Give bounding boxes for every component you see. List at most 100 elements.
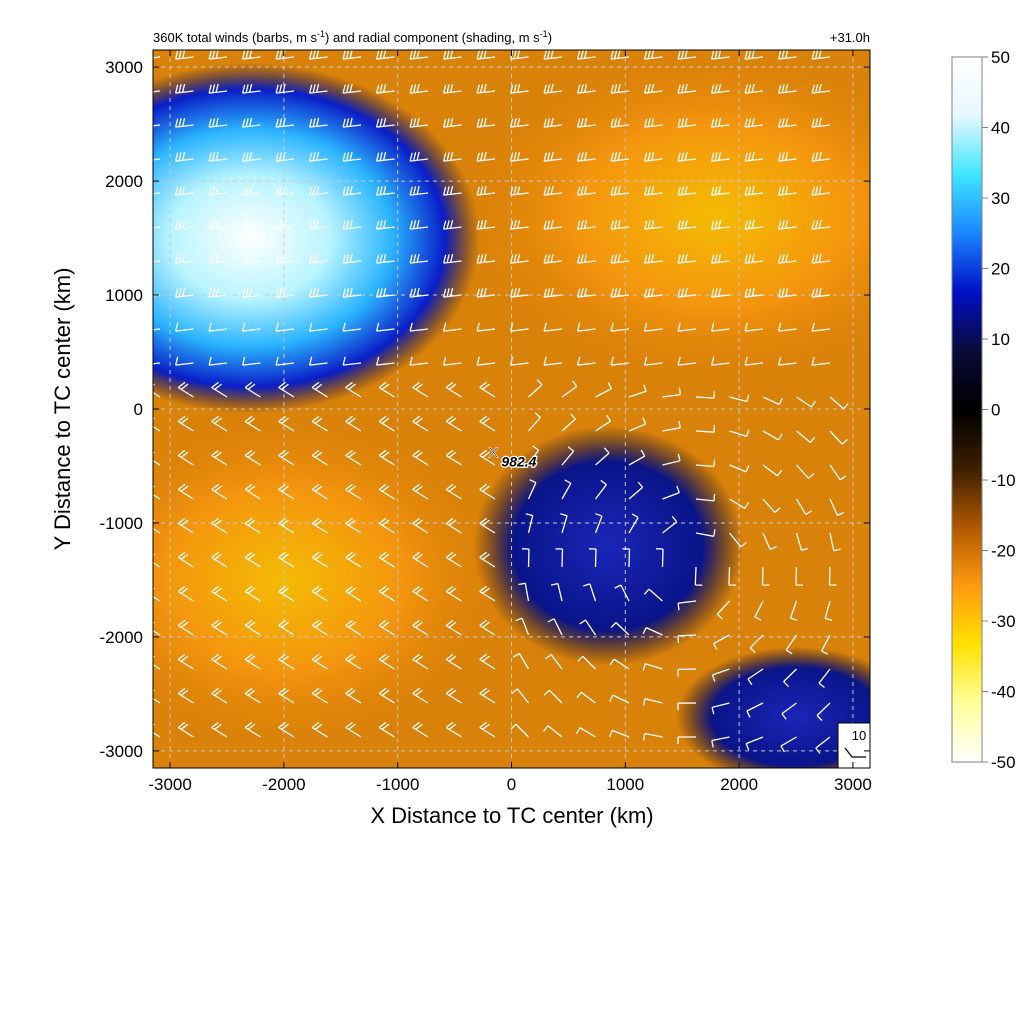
wind-barb xyxy=(278,653,295,670)
wind-barb xyxy=(479,687,496,704)
wind-barb xyxy=(745,736,764,751)
wind-barb xyxy=(479,381,496,398)
wind-barb xyxy=(311,687,328,704)
wind-barb xyxy=(275,253,295,264)
wind-barb xyxy=(710,185,730,196)
colorbar-tick-label: -40 xyxy=(991,683,1016,702)
wind-barb xyxy=(643,253,663,264)
wind-barb xyxy=(777,253,797,264)
wind-barb xyxy=(241,356,261,366)
wind-barb xyxy=(442,151,462,162)
wind-barb xyxy=(278,483,295,500)
wind-barb xyxy=(777,50,797,60)
wind-barb xyxy=(208,83,228,94)
wind-barb xyxy=(561,413,576,432)
colorbar-tick-label: -50 xyxy=(991,753,1016,772)
wind-barb xyxy=(412,381,429,398)
wind-barb xyxy=(829,430,848,445)
colorbar-tick-label: -10 xyxy=(991,471,1016,490)
wind-barb xyxy=(677,253,697,264)
wind-barb xyxy=(476,322,496,332)
wind-barb xyxy=(543,117,563,128)
wind-barb xyxy=(409,287,429,298)
wind-barb xyxy=(412,653,429,670)
wind-barb xyxy=(278,619,295,636)
wind-barb xyxy=(174,185,194,196)
wind-barb xyxy=(442,287,462,298)
wind-barb xyxy=(762,396,783,406)
wind-barb xyxy=(583,583,597,602)
wind-barb xyxy=(211,449,228,466)
wind-barb xyxy=(375,50,395,60)
wind-barb xyxy=(375,83,395,94)
wind-barb xyxy=(695,391,716,399)
wind-barb xyxy=(811,185,831,196)
wind-barb xyxy=(241,185,261,196)
wind-barb xyxy=(311,449,328,466)
wind-barb xyxy=(762,532,777,551)
wind-barb xyxy=(342,219,362,230)
wind-barb xyxy=(345,517,362,534)
wind-barb xyxy=(777,219,797,230)
wind-barb xyxy=(811,50,831,60)
wind-barb xyxy=(543,725,563,738)
wind-barb xyxy=(153,328,161,331)
wind-barb xyxy=(729,464,750,473)
wind-barb xyxy=(445,653,462,670)
wind-barb xyxy=(177,415,194,432)
wind-barb xyxy=(528,379,543,398)
wind-barb xyxy=(244,721,261,738)
wind-barb xyxy=(614,584,630,602)
wind-barb xyxy=(244,381,261,398)
wind-barb xyxy=(576,253,596,264)
wind-barb xyxy=(796,396,816,408)
center-x-symbol: X xyxy=(488,444,498,461)
wind-barb xyxy=(445,687,462,704)
wind-barb xyxy=(378,517,395,534)
wind-barb xyxy=(761,566,770,586)
wind-barb xyxy=(342,117,362,128)
wind-barb xyxy=(662,485,680,500)
wind-barb xyxy=(378,687,395,704)
shading-positive-3 xyxy=(456,50,870,386)
wind-barb xyxy=(375,356,395,366)
wind-barb xyxy=(174,253,194,264)
plot-area xyxy=(153,50,870,768)
wind-barb xyxy=(560,513,568,534)
wind-barb xyxy=(677,151,697,162)
wind-barb xyxy=(442,83,462,94)
wind-barb xyxy=(412,415,429,432)
wind-barb xyxy=(244,653,261,670)
wind-barb xyxy=(744,356,764,366)
wind-barb xyxy=(308,151,328,162)
wind-barb xyxy=(375,253,395,264)
y-axis: -3000 -2000 -1000 0 1000 2000 3000 xyxy=(100,58,870,761)
wind-barb xyxy=(308,117,328,128)
wind-barb xyxy=(208,117,228,128)
wind-barb xyxy=(510,723,529,738)
wind-barb xyxy=(509,322,529,332)
wind-barb xyxy=(595,382,612,398)
wind-barb xyxy=(515,617,530,636)
wind-barb xyxy=(642,627,663,636)
colorbar: 50 40 30 20 10 0 -10 -20 -30 -40 -50 xyxy=(951,48,1016,772)
wind-barb xyxy=(345,585,362,602)
wind-barb xyxy=(375,117,395,128)
wind-barb xyxy=(511,688,530,704)
wind-barb xyxy=(241,253,261,264)
wind-barb xyxy=(677,356,697,366)
wind-barb xyxy=(177,551,194,568)
shading-positive-4 xyxy=(153,410,504,750)
wind-barb xyxy=(177,381,194,398)
wind-barb xyxy=(241,219,261,230)
wind-barb xyxy=(710,219,730,230)
wind-barb xyxy=(795,566,804,586)
wind-barb xyxy=(479,585,496,602)
center-pressure-label: 982.4 xyxy=(501,453,536,469)
wind-barb xyxy=(476,287,496,298)
wind-barb xyxy=(821,634,831,655)
wind-barb xyxy=(211,721,228,738)
wind-barb xyxy=(211,415,228,432)
wind-barb xyxy=(153,362,161,365)
wind-barb xyxy=(610,253,630,264)
